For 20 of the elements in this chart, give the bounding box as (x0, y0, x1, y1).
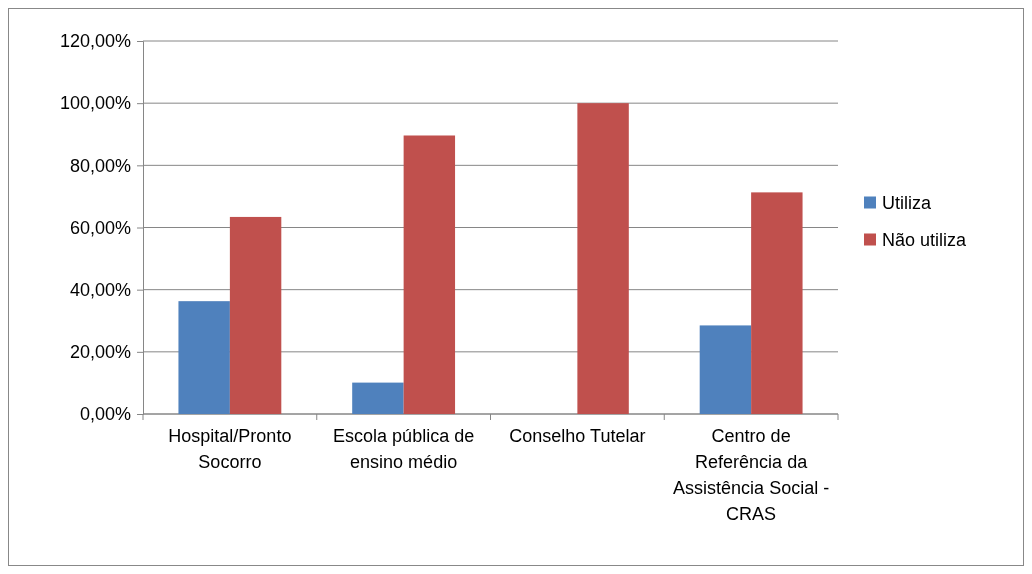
bar (403, 135, 456, 414)
legend-label: Utiliza (882, 192, 932, 213)
y-tick-label: 80,00% (69, 155, 131, 176)
x-tick-label: Conselho Tutelar (509, 426, 646, 446)
y-tick-label: 20,00% (69, 342, 131, 363)
y-tick-label: 60,00% (69, 217, 131, 238)
bar (751, 192, 803, 414)
y-tick-label: 100,00% (59, 93, 131, 114)
y-tick-label: 40,00% (69, 279, 131, 300)
y-tick-label: 120,00% (59, 31, 131, 52)
y-tick-label: 0,00% (79, 404, 131, 425)
legend-label: Não utiliza (882, 229, 968, 250)
bar (577, 103, 629, 414)
bar (178, 301, 230, 414)
bar (229, 216, 282, 414)
x-tick-label: Centro de Referência da Assistência Social - CRAS (673, 426, 830, 524)
bar (352, 382, 404, 414)
x-tick-label: Escola pública de ensino médio (333, 426, 475, 472)
x-tick-label: Hospital/Pronto Socorro (168, 426, 292, 472)
bar (699, 325, 752, 414)
